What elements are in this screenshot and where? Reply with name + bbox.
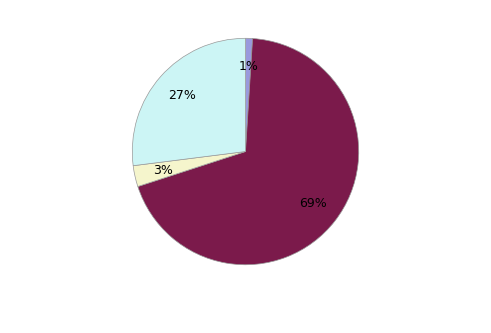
Text: 27%: 27%	[168, 89, 196, 102]
Wedge shape	[138, 39, 359, 265]
Wedge shape	[132, 38, 246, 166]
Wedge shape	[246, 38, 252, 152]
Text: 3%: 3%	[153, 164, 172, 176]
Text: 1%: 1%	[238, 60, 258, 73]
Wedge shape	[133, 152, 246, 186]
Text: 69%: 69%	[299, 197, 327, 210]
